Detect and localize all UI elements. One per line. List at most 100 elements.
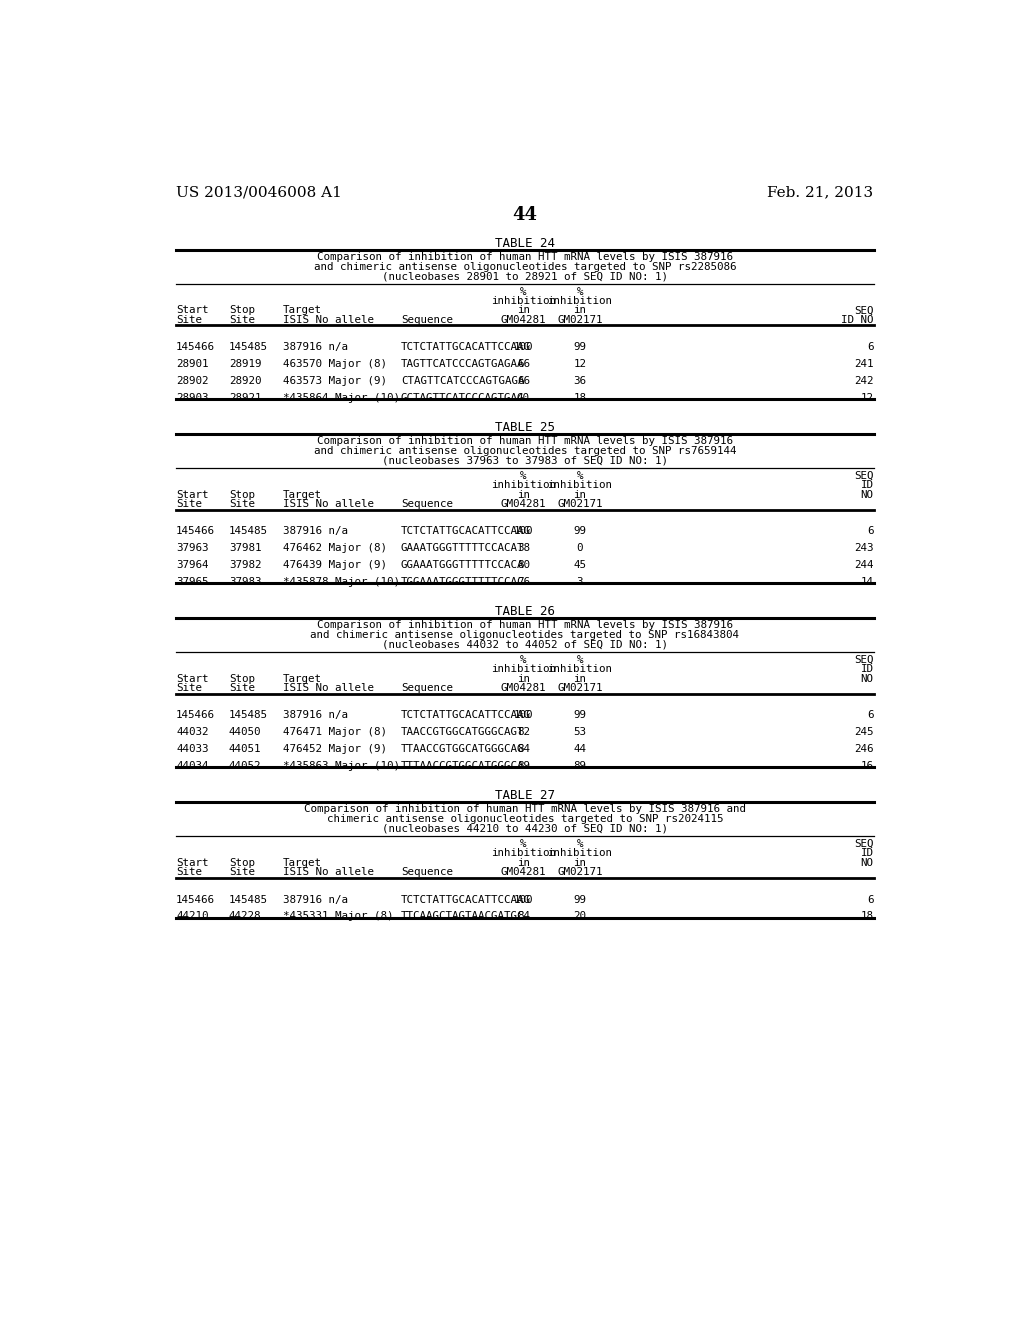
Text: %: % <box>520 471 526 480</box>
Text: Comparison of inhibition of human HTT mRNA levels by ISIS 387916 and: Comparison of inhibition of human HTT mR… <box>304 804 745 813</box>
Text: 100: 100 <box>513 710 534 721</box>
Text: inhibition: inhibition <box>490 849 556 858</box>
Text: 244: 244 <box>854 561 873 570</box>
Text: Site: Site <box>176 499 202 508</box>
Text: 28919: 28919 <box>228 359 261 370</box>
Text: ID: ID <box>860 664 873 675</box>
Text: 37963: 37963 <box>176 544 209 553</box>
Text: 44052: 44052 <box>228 762 261 771</box>
Text: 45: 45 <box>573 561 587 570</box>
Text: 145466: 145466 <box>176 342 215 352</box>
Text: 37965: 37965 <box>176 577 209 587</box>
Text: in: in <box>517 490 529 499</box>
Text: 387916 n/a: 387916 n/a <box>283 710 348 721</box>
Text: %: % <box>520 286 526 297</box>
Text: Target: Target <box>283 858 322 867</box>
Text: Comparison of inhibition of human HTT mRNA levels by ISIS 387916: Comparison of inhibition of human HTT mR… <box>316 436 733 446</box>
Text: Site: Site <box>228 867 255 876</box>
Text: 476452 Major (9): 476452 Major (9) <box>283 744 387 754</box>
Text: GM02171: GM02171 <box>557 314 602 325</box>
Text: Sequence: Sequence <box>400 314 453 325</box>
Text: 28902: 28902 <box>176 376 209 387</box>
Text: TABLE 27: TABLE 27 <box>495 789 555 803</box>
Text: Stop: Stop <box>228 858 255 867</box>
Text: GGAAATGGGTTTTTCCACA: GGAAATGGGTTTTTCCACA <box>400 561 524 570</box>
Text: 44: 44 <box>512 206 538 224</box>
Text: 99: 99 <box>573 895 587 904</box>
Text: 44034: 44034 <box>176 762 209 771</box>
Text: %: % <box>577 471 583 480</box>
Text: inhibition: inhibition <box>547 664 612 675</box>
Text: 145485: 145485 <box>228 710 267 721</box>
Text: TCTCTATTGCACATTCCAAG: TCTCTATTGCACATTCCAAG <box>400 342 530 352</box>
Text: 145485: 145485 <box>228 895 267 904</box>
Text: inhibition: inhibition <box>490 480 556 490</box>
Text: GM04281: GM04281 <box>501 499 546 508</box>
Text: 476439 Major (9): 476439 Major (9) <box>283 561 387 570</box>
Text: (nucleobases 28901 to 28921 of SEQ ID NO: 1): (nucleobases 28901 to 28921 of SEQ ID NO… <box>382 272 668 281</box>
Text: Target: Target <box>283 305 322 315</box>
Text: 28921: 28921 <box>228 393 261 403</box>
Text: 89: 89 <box>573 762 587 771</box>
Text: 0: 0 <box>577 544 583 553</box>
Text: Comparison of inhibition of human HTT mRNA levels by ISIS 387916: Comparison of inhibition of human HTT mR… <box>316 619 733 630</box>
Text: in: in <box>573 490 587 499</box>
Text: 463570 Major (8): 463570 Major (8) <box>283 359 387 370</box>
Text: TTCAAGCTAGTAACGATGC: TTCAAGCTAGTAACGATGC <box>400 911 524 921</box>
Text: 84: 84 <box>517 911 529 921</box>
Text: in: in <box>517 673 529 684</box>
Text: Start: Start <box>176 673 209 684</box>
Text: 44210: 44210 <box>176 911 209 921</box>
Text: in: in <box>517 305 529 315</box>
Text: 44050: 44050 <box>228 727 261 738</box>
Text: 18: 18 <box>860 911 873 921</box>
Text: *435864 Major (10): *435864 Major (10) <box>283 393 400 403</box>
Text: SEQ: SEQ <box>854 840 873 849</box>
Text: 100: 100 <box>513 527 534 536</box>
Text: Sequence: Sequence <box>400 682 453 693</box>
Text: %: % <box>577 840 583 849</box>
Text: ID: ID <box>860 849 873 858</box>
Text: TABLE 25: TABLE 25 <box>495 421 555 434</box>
Text: 84: 84 <box>517 744 529 754</box>
Text: CTAGTTCATCCCAGTGAGA: CTAGTTCATCCCAGTGAGA <box>400 376 524 387</box>
Text: (nucleobases 44032 to 44052 of SEQ ID NO: 1): (nucleobases 44032 to 44052 of SEQ ID NO… <box>382 640 668 649</box>
Text: ISIS No allele: ISIS No allele <box>283 867 374 876</box>
Text: TABLE 26: TABLE 26 <box>495 605 555 618</box>
Text: 12: 12 <box>860 393 873 403</box>
Text: 66: 66 <box>517 376 529 387</box>
Text: and chimeric antisense oligonucleotides targeted to SNP rs7659144: and chimeric antisense oligonucleotides … <box>313 446 736 455</box>
Text: NO: NO <box>860 490 873 499</box>
Text: %: % <box>577 655 583 665</box>
Text: inhibition: inhibition <box>547 480 612 490</box>
Text: TAACCGTGGCATGGGCAGT: TAACCGTGGCATGGGCAGT <box>400 727 524 738</box>
Text: 44228: 44228 <box>228 911 261 921</box>
Text: 80: 80 <box>517 561 529 570</box>
Text: and chimeric antisense oligonucleotides targeted to SNP rs16843804: and chimeric antisense oligonucleotides … <box>310 630 739 640</box>
Text: 89: 89 <box>517 762 529 771</box>
Text: Stop: Stop <box>228 490 255 499</box>
Text: 20: 20 <box>573 911 587 921</box>
Text: 44: 44 <box>573 744 587 754</box>
Text: 243: 243 <box>854 544 873 553</box>
Text: 38: 38 <box>517 544 529 553</box>
Text: US 2013/0046008 A1: US 2013/0046008 A1 <box>176 185 342 199</box>
Text: 44032: 44032 <box>176 727 209 738</box>
Text: 18: 18 <box>573 393 587 403</box>
Text: 6: 6 <box>867 710 873 721</box>
Text: GM02171: GM02171 <box>557 682 602 693</box>
Text: in: in <box>573 673 587 684</box>
Text: and chimeric antisense oligonucleotides targeted to SNP rs2285086: and chimeric antisense oligonucleotides … <box>313 261 736 272</box>
Text: 241: 241 <box>854 359 873 370</box>
Text: %: % <box>520 840 526 849</box>
Text: (nucleobases 37963 to 37983 of SEQ ID NO: 1): (nucleobases 37963 to 37983 of SEQ ID NO… <box>382 455 668 466</box>
Text: Start: Start <box>176 305 209 315</box>
Text: TTAACCGTGGCATGGGCAG: TTAACCGTGGCATGGGCAG <box>400 744 524 754</box>
Text: 28901: 28901 <box>176 359 209 370</box>
Text: Feb. 21, 2013: Feb. 21, 2013 <box>767 185 873 199</box>
Text: 242: 242 <box>854 376 873 387</box>
Text: TCTCTATTGCACATTCCAAG: TCTCTATTGCACATTCCAAG <box>400 895 530 904</box>
Text: 37981: 37981 <box>228 544 261 553</box>
Text: 387916 n/a: 387916 n/a <box>283 342 348 352</box>
Text: 245: 245 <box>854 727 873 738</box>
